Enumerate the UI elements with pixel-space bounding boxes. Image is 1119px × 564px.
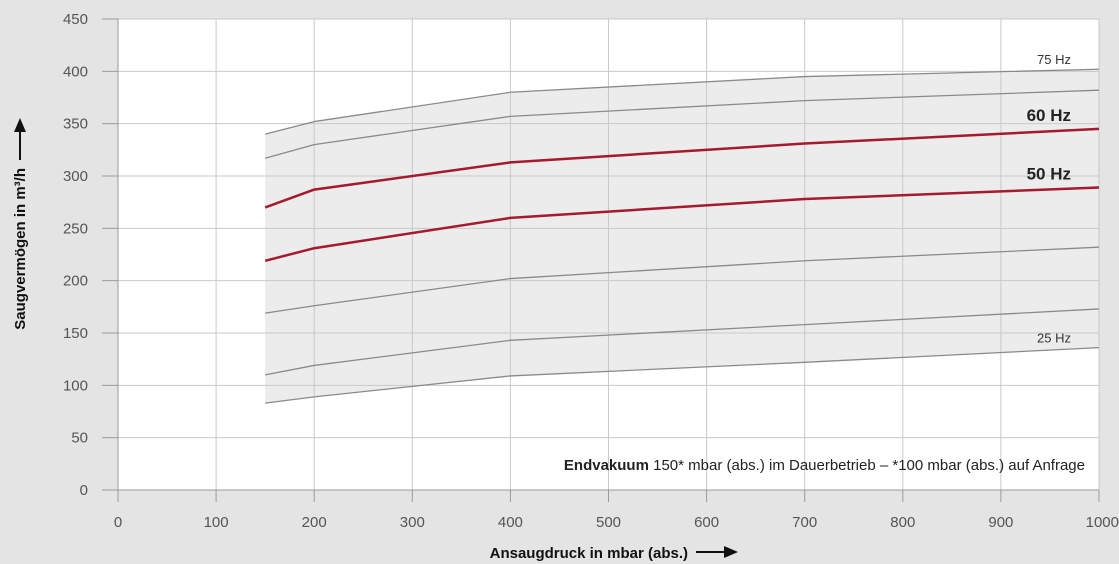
y-tick-label-450: 450	[63, 11, 88, 28]
series-label-50-hz: 50 Hz	[1027, 165, 1071, 184]
x-tick-label-500: 500	[596, 514, 621, 531]
x-axis-title-group: Ansaugdruck in mbar (abs.)	[490, 545, 738, 562]
y-tick-label-100: 100	[63, 377, 88, 394]
endvakuum-note: Endvakuum 150* mbar (abs.) im Dauerbetri…	[564, 457, 1085, 474]
y-axis-title-group: Saugvermögen in m³/h	[12, 118, 29, 330]
series-line-unlabeled-5	[265, 308, 1100, 376]
endvakuum-note-bold: Endvakuum	[564, 457, 649, 474]
y-tick-label-300: 300	[63, 168, 88, 185]
series-line-unlabeled-1	[264, 89, 1100, 159]
y-tick-label-350: 350	[63, 116, 88, 133]
x-tick-label-900: 900	[988, 514, 1013, 531]
endvakuum-note-text: 150* mbar (abs.) im Dauerbetrieb – *100 …	[649, 457, 1085, 474]
series-line-50-hz	[264, 186, 1100, 262]
y-tick-label-50: 50	[71, 430, 88, 447]
series-line-unlabeled-4	[265, 246, 1100, 314]
x-tick-label-0: 0	[114, 514, 122, 531]
series-line-60-hz	[264, 127, 1100, 209]
x-tick-label-400: 400	[498, 514, 523, 531]
series-label-25-hz: 25 Hz	[1037, 331, 1071, 346]
series-line-75-hz	[264, 68, 1100, 135]
axes	[102, 18, 1100, 502]
y-tick-label-400: 400	[63, 63, 88, 80]
y-tick-label-200: 200	[63, 273, 88, 290]
tick-labels: 0 50 100 150 200 250 300 350 400 450 0 100 200 300 400…	[63, 11, 1119, 531]
x-tick-label-800: 800	[890, 514, 915, 531]
series-lines	[264, 68, 1100, 404]
x-tick-label-700: 700	[792, 514, 817, 531]
series-label-75-hz: 75 Hz	[1037, 52, 1071, 67]
series-labels: 75 Hz 60 Hz 50 Hz 25 Hz	[1027, 52, 1071, 345]
y-axis-arrow-icon	[14, 118, 26, 160]
y-tick-label-250: 250	[63, 220, 88, 237]
y-arrow-head	[14, 118, 26, 132]
y-tick-label-0: 0	[80, 482, 88, 499]
x-tick-label-1000: 1000	[1086, 514, 1119, 531]
x-tick-label-300: 300	[400, 514, 425, 531]
x-axis-arrow-icon	[696, 546, 738, 558]
x-tick-label-100: 100	[204, 514, 229, 531]
x-tick-label-200: 200	[302, 514, 327, 531]
x-arrow-head	[724, 546, 738, 558]
x-tick-label-600: 600	[694, 514, 719, 531]
series-label-60-hz: 60 Hz	[1027, 106, 1071, 125]
y-axis-title: Saugvermögen in m³/h	[12, 168, 29, 330]
series-line-25-hz	[265, 347, 1100, 404]
x-axis-title: Ansaugdruck in mbar (abs.)	[490, 545, 688, 562]
y-tick-label-150: 150	[63, 325, 88, 342]
